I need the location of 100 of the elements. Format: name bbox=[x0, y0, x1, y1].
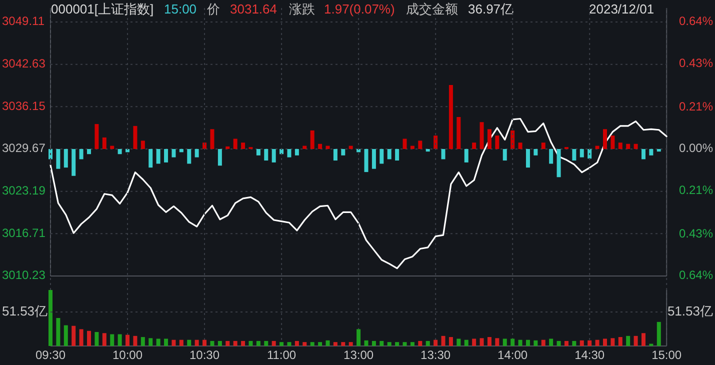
bar bbox=[410, 342, 414, 346]
bar bbox=[148, 338, 153, 346]
bar bbox=[187, 149, 192, 164]
bar bbox=[310, 130, 314, 149]
bar bbox=[580, 149, 584, 158]
bar bbox=[649, 149, 654, 156]
bar bbox=[541, 142, 546, 149]
bar bbox=[387, 149, 392, 160]
y2-tick-label: 0.21% bbox=[678, 182, 714, 197]
bar bbox=[164, 149, 168, 162]
bar bbox=[256, 149, 260, 156]
bar bbox=[518, 340, 522, 346]
bar bbox=[140, 337, 145, 346]
bar bbox=[487, 337, 492, 346]
y2-tick-label: 0.43% bbox=[678, 226, 714, 240]
bar bbox=[656, 149, 661, 152]
bar bbox=[118, 334, 122, 346]
bar bbox=[210, 129, 214, 149]
y-tick-label: 3010.23 bbox=[2, 268, 46, 282]
bar bbox=[156, 338, 160, 346]
bar bbox=[526, 340, 530, 346]
bar bbox=[210, 340, 214, 346]
bar bbox=[618, 142, 622, 149]
bar bbox=[79, 329, 84, 346]
bar bbox=[226, 146, 230, 149]
bar bbox=[102, 137, 106, 149]
bar bbox=[395, 342, 400, 346]
bar bbox=[302, 146, 307, 149]
bar bbox=[487, 129, 492, 149]
bar bbox=[434, 136, 438, 149]
bar bbox=[94, 332, 99, 346]
bar bbox=[348, 146, 353, 149]
y2-tick-label: 0.64% bbox=[678, 14, 714, 28]
text: 1.97(0.07%) bbox=[324, 1, 395, 16]
text: 36.97亿 bbox=[468, 1, 514, 16]
bar bbox=[218, 340, 222, 346]
bar bbox=[294, 149, 299, 156]
bar bbox=[380, 149, 384, 164]
text: 涨跌 bbox=[289, 1, 315, 16]
y2-tick-label: 0.00% bbox=[678, 141, 714, 156]
bar bbox=[264, 149, 268, 161]
bar bbox=[464, 149, 468, 162]
bar bbox=[333, 342, 338, 346]
bar bbox=[179, 340, 184, 346]
bar bbox=[241, 340, 246, 346]
bar bbox=[372, 149, 376, 169]
bar bbox=[272, 149, 276, 162]
bar bbox=[572, 340, 576, 346]
bar bbox=[464, 340, 468, 346]
text: 价 bbox=[206, 1, 220, 16]
bar bbox=[372, 340, 376, 346]
bar bbox=[480, 122, 484, 149]
y2-tick-label: 0.64% bbox=[678, 268, 714, 282]
bar bbox=[256, 340, 260, 346]
x-tick-label: 10:00 bbox=[112, 348, 143, 362]
bar bbox=[448, 337, 453, 346]
bar bbox=[294, 340, 299, 346]
y-tick-label: 3042.63 bbox=[2, 56, 46, 71]
bar bbox=[502, 338, 507, 346]
x-tick-label: 09:30 bbox=[35, 348, 66, 362]
bar bbox=[233, 340, 238, 346]
y-tick-label: 3023.19 bbox=[2, 184, 46, 198]
bar bbox=[110, 146, 114, 149]
bar bbox=[156, 149, 160, 164]
bar bbox=[126, 334, 130, 346]
bar bbox=[164, 338, 168, 346]
bar bbox=[641, 149, 646, 160]
bar bbox=[248, 340, 253, 346]
bar bbox=[426, 149, 430, 152]
bar bbox=[510, 130, 515, 149]
bar bbox=[541, 340, 546, 346]
bar bbox=[626, 144, 630, 149]
bar bbox=[172, 149, 176, 158]
bar bbox=[595, 146, 600, 149]
bar bbox=[610, 338, 615, 346]
bar bbox=[456, 117, 461, 149]
bar bbox=[233, 138, 238, 149]
text: 2023/12/01 bbox=[589, 1, 654, 16]
bar bbox=[364, 340, 368, 346]
bar bbox=[318, 144, 322, 149]
line-series bbox=[50, 118, 668, 270]
bar bbox=[588, 149, 592, 159]
x-tick-label: 14:30 bbox=[574, 348, 605, 362]
bar bbox=[172, 340, 176, 346]
bar bbox=[202, 340, 207, 346]
bar bbox=[272, 340, 276, 346]
bar bbox=[495, 338, 500, 346]
bar bbox=[418, 340, 422, 346]
bar bbox=[418, 140, 422, 149]
y-tick-label: 3029.67 bbox=[2, 141, 46, 156]
x-tick-label: 14:00 bbox=[498, 348, 528, 362]
bar bbox=[326, 340, 330, 346]
bar bbox=[441, 336, 446, 346]
bar bbox=[140, 140, 145, 149]
y-tick-label: 3049.11 bbox=[2, 14, 45, 28]
bar bbox=[510, 338, 515, 346]
bar bbox=[634, 336, 638, 346]
bar bbox=[364, 149, 368, 172]
y-tick-label: 3016.71 bbox=[2, 226, 46, 240]
bar bbox=[602, 338, 607, 346]
